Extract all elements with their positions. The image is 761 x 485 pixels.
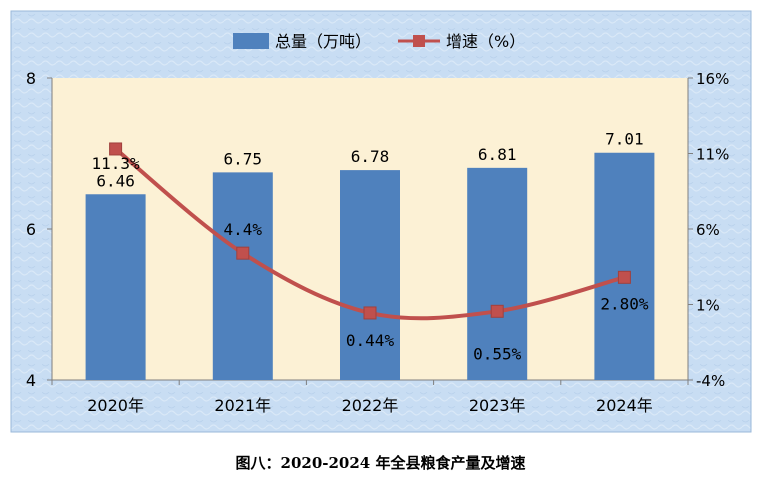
right-axis-tick-label: 11%	[696, 146, 729, 164]
right-axis-tick-label: -4%	[696, 372, 725, 390]
x-axis-category-label: 2021年	[214, 396, 271, 415]
growth-point-2023年	[490, 304, 504, 318]
growth-value-label: 4.4%	[224, 220, 263, 239]
left-axis-tick-label: 4	[26, 371, 36, 390]
bar-2020年	[85, 194, 146, 380]
legend-line-label: 增速（%）	[446, 32, 525, 51]
legend-bar-swatch	[233, 33, 269, 49]
growth-value-label: 11.3%	[92, 154, 141, 173]
x-axis-category-label: 2020年	[87, 396, 144, 415]
bar-value-label: 6.78	[351, 147, 390, 166]
x-axis-category-label: 2023年	[469, 396, 526, 415]
growth-value-label: 2.80%	[600, 294, 649, 313]
bar-2023年	[467, 167, 528, 380]
growth-point-2021年	[236, 246, 250, 260]
right-axis-tick-label: 1%	[696, 297, 720, 315]
growth-value-label: 0.55%	[473, 344, 522, 363]
x-axis-category-label: 2024年	[596, 396, 653, 415]
bar-value-label: 7.01	[605, 130, 644, 149]
bar-2022年	[340, 170, 400, 380]
right-axis-tick-label: 6%	[696, 221, 720, 239]
bar-2024年	[594, 152, 655, 380]
left-axis-tick-label: 8	[26, 69, 36, 88]
x-axis-category-label: 2022年	[342, 396, 399, 415]
growth-point-2024年	[617, 270, 631, 284]
chart: 4 6 8 -4% 1% 6% 11% 16% 2020年 2021年 2022年 2023年 2024…	[10, 10, 752, 433]
legend-line-marker	[413, 35, 425, 47]
bar-value-label: 6.75	[224, 149, 263, 168]
right-axis-tick-label: 16%	[696, 70, 729, 88]
left-axis-tick-label: 6	[26, 220, 36, 239]
bar-value-label: 6.46	[96, 171, 135, 190]
legend-bar-label: 总量（万吨）	[275, 32, 371, 51]
bar-2021年	[212, 172, 273, 380]
growth-point-2022年	[363, 306, 377, 320]
bar-value-label: 6.81	[478, 145, 517, 164]
growth-point-2020年	[109, 142, 123, 156]
growth-value-label: 0.44%	[346, 331, 395, 350]
chart-caption: 图八：2020-2024 年全县粮食产量及增速	[235, 454, 526, 472]
